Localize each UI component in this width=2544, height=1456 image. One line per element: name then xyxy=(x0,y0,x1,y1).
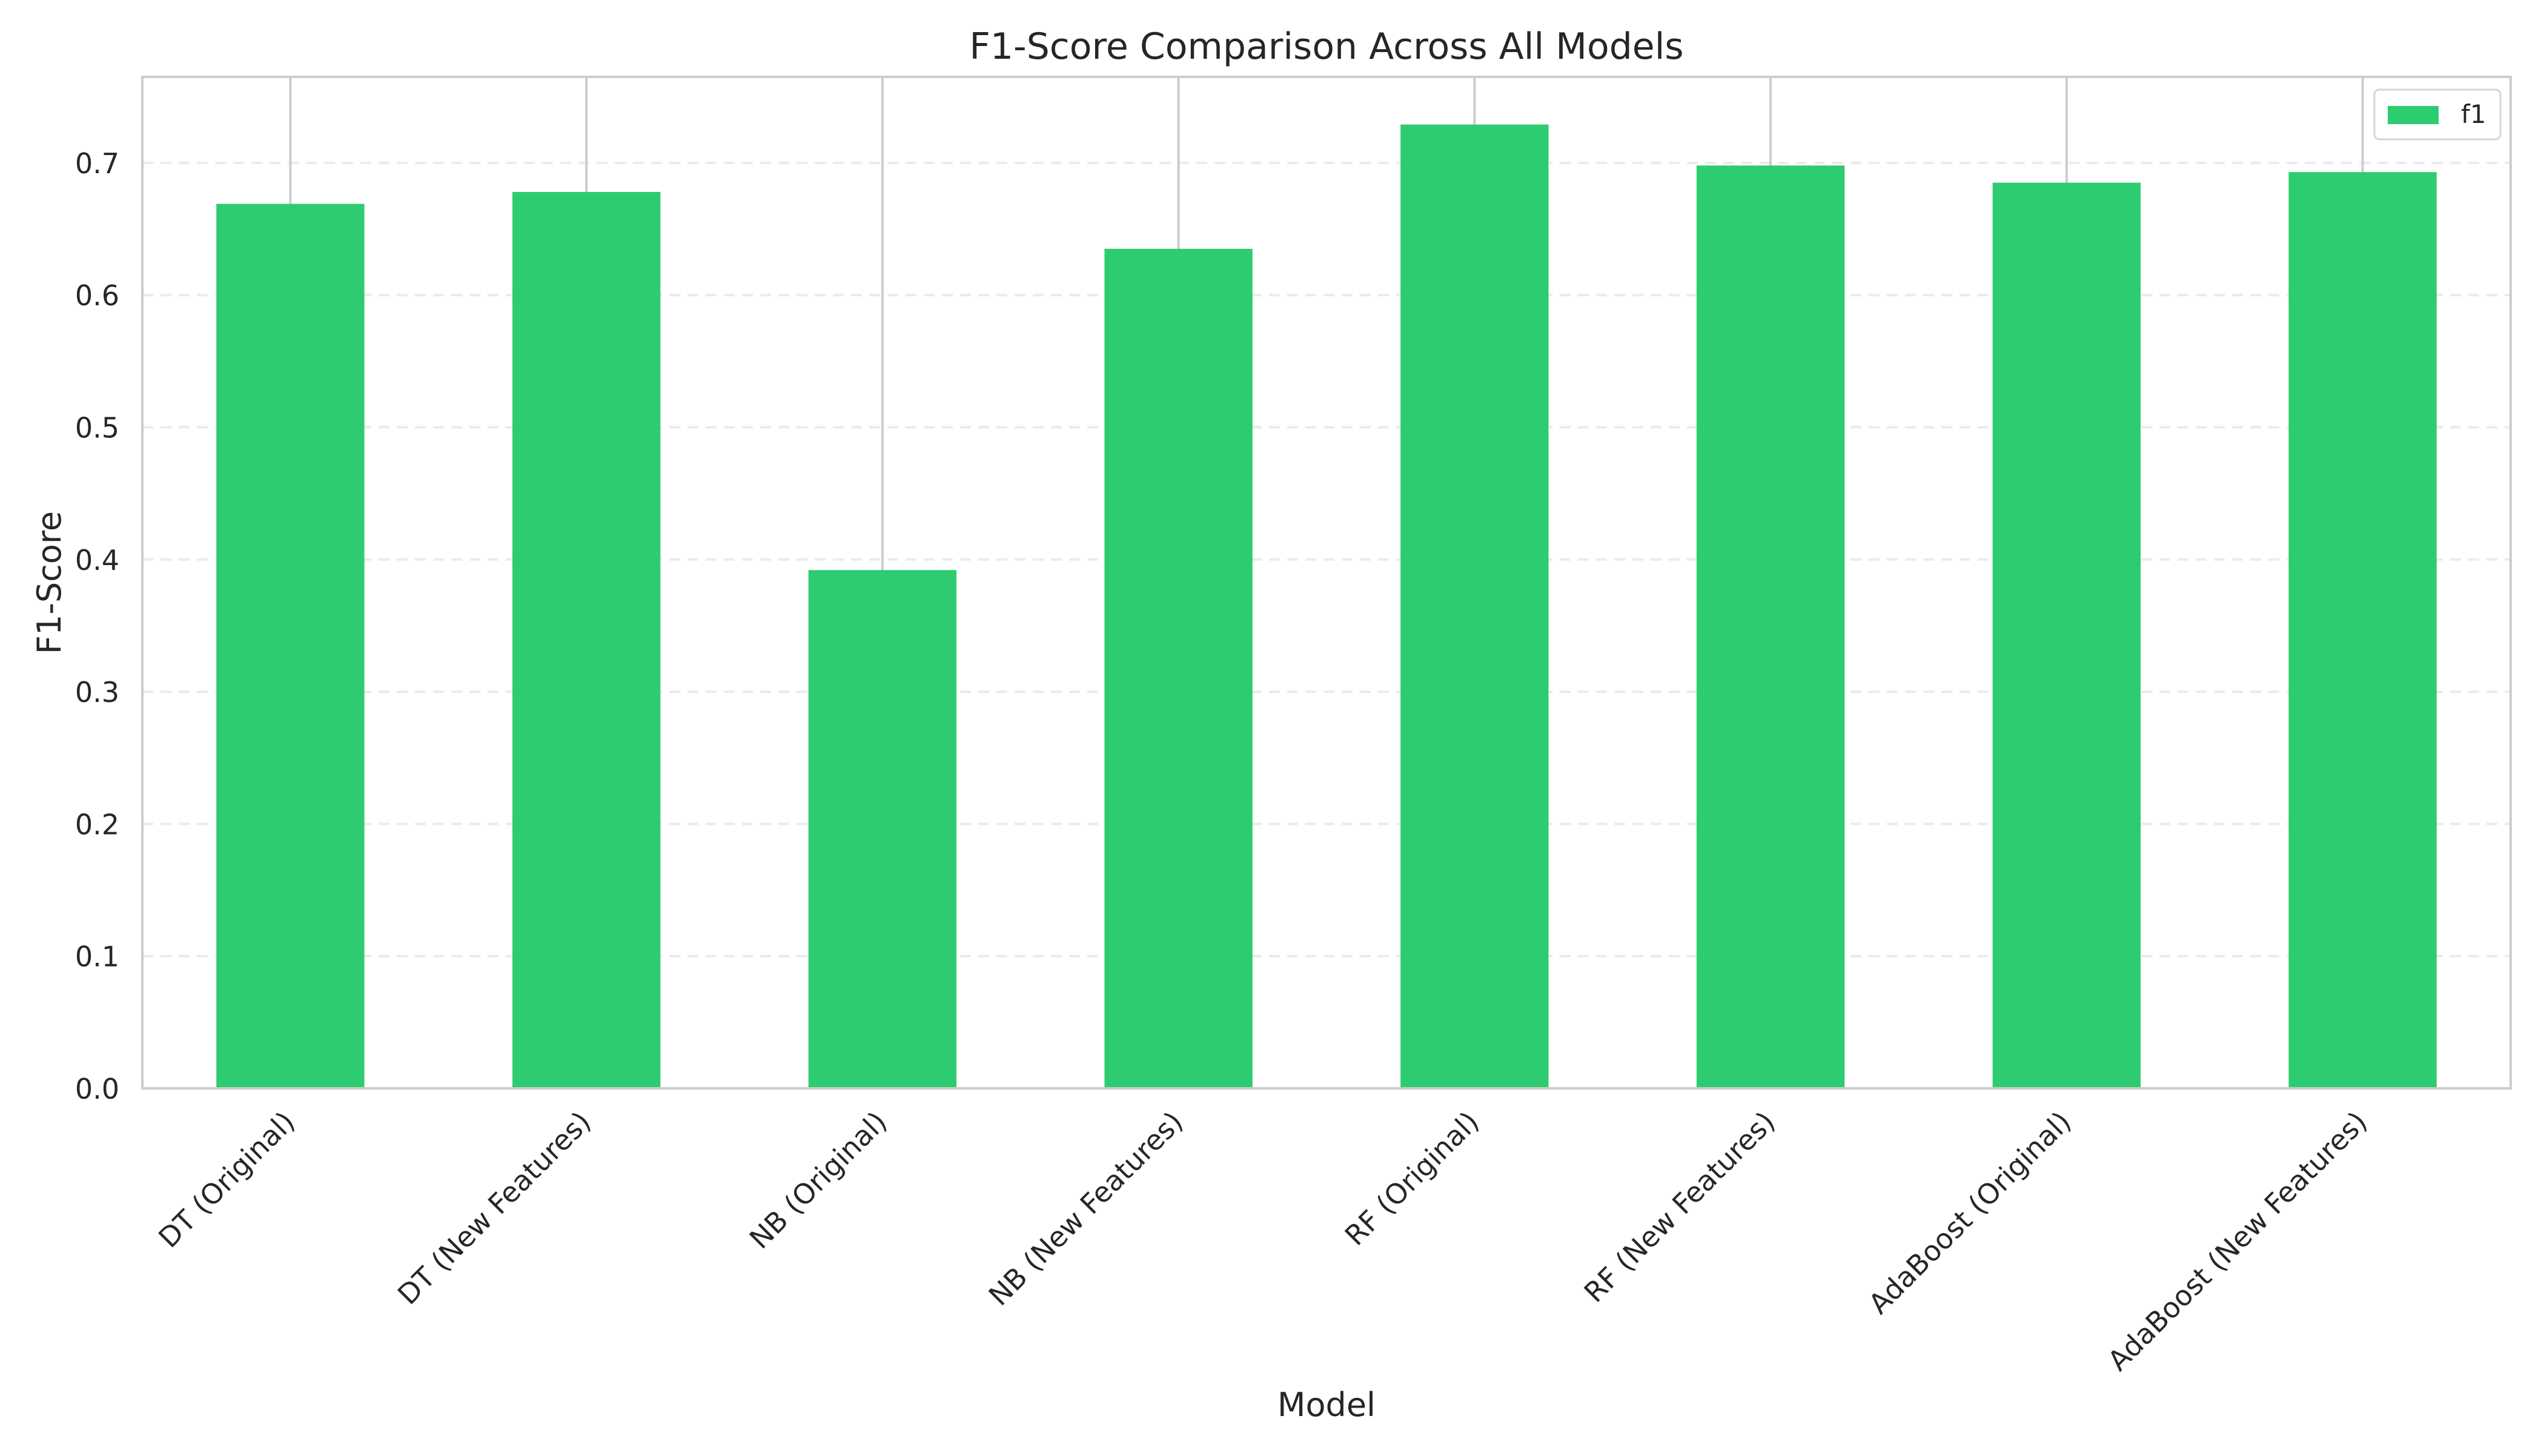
legend: f1 xyxy=(2373,88,2502,141)
x-axis-label: Model xyxy=(1277,1386,1376,1424)
y-tick-label: 0.2 xyxy=(75,808,119,841)
y-tick-label: 0.1 xyxy=(75,941,119,973)
x-tick-label: DT (Original) xyxy=(152,1105,301,1254)
grid-lines xyxy=(142,161,2511,958)
bar xyxy=(216,204,365,1089)
y-tick-label: 0.7 xyxy=(75,147,119,180)
x-tick-label: DT (New Features) xyxy=(391,1105,597,1311)
y-tick-label: 0.4 xyxy=(75,544,119,577)
bar xyxy=(1104,248,1253,1088)
x-tick-label: NB (Original) xyxy=(743,1105,893,1256)
x-tick-label: RF (New Features) xyxy=(1578,1105,1781,1309)
bar xyxy=(808,570,957,1088)
y-axis-ticks: 0.0 0.1 0.2 0.3 0.4 0.5 0.6 0.7 xyxy=(75,147,119,1105)
x-tick-label: NB (New Features) xyxy=(982,1105,1190,1312)
y-tick-label: 0.5 xyxy=(75,411,119,444)
bar xyxy=(1696,165,1845,1088)
x-tick-label: AdaBoost (Original) xyxy=(1862,1105,2077,1320)
y-axis-label: F1-Score xyxy=(30,511,68,654)
plot-frame xyxy=(141,76,2512,1090)
bar xyxy=(1400,124,1549,1088)
x-axis-ticks: DT (Original) DT (New Features) NB (Origin… xyxy=(152,1105,2373,1377)
y-tick-label: 0.6 xyxy=(75,279,119,312)
bar xyxy=(1992,182,2141,1089)
bar xyxy=(512,191,661,1088)
legend-label: f1 xyxy=(2461,99,2486,129)
y-tick-label: 0.3 xyxy=(75,676,119,709)
bar xyxy=(2288,172,2437,1088)
y-tick-label: 0.0 xyxy=(75,1073,119,1105)
x-tick-label: AdaBoost (New Features) xyxy=(2101,1105,2373,1377)
x-tick-label: RF (Original) xyxy=(1339,1105,1485,1252)
legend-swatch xyxy=(2388,106,2439,124)
bars xyxy=(216,124,2437,1089)
chart-title: F1-Score Comparison Across All Models xyxy=(969,25,1683,68)
